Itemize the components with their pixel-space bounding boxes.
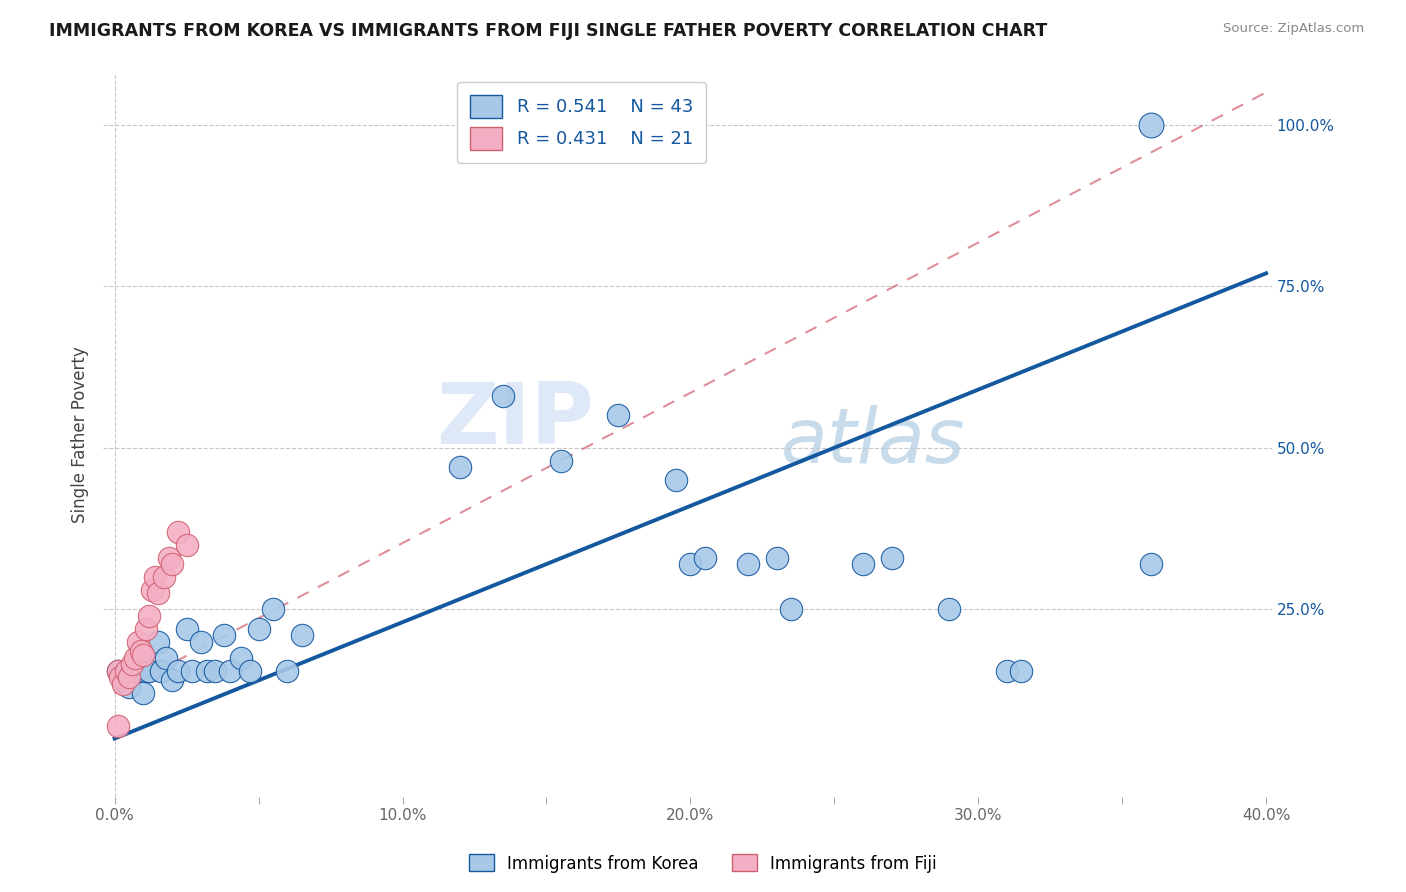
Point	[765, 550, 787, 565]
Point	[693, 550, 716, 565]
Point	[124, 664, 146, 678]
Point	[160, 557, 183, 571]
Point	[146, 634, 169, 648]
Text: atlas: atlas	[780, 405, 966, 479]
Point	[132, 648, 155, 662]
Point	[112, 673, 135, 688]
Point	[780, 602, 803, 616]
Point	[149, 664, 172, 678]
Text: ZIP: ZIP	[436, 379, 593, 462]
Point	[110, 670, 132, 684]
Point	[118, 680, 141, 694]
Point	[107, 664, 129, 678]
Point	[938, 602, 960, 616]
Point	[141, 582, 163, 597]
Point	[1010, 664, 1032, 678]
Point	[115, 664, 138, 678]
Point	[679, 557, 702, 571]
Point	[449, 460, 471, 475]
Point	[146, 586, 169, 600]
Point	[129, 644, 152, 658]
Point	[995, 664, 1018, 678]
Point	[880, 550, 903, 565]
Point	[247, 622, 270, 636]
Point	[107, 664, 129, 678]
Legend: Immigrants from Korea, Immigrants from Fiji: Immigrants from Korea, Immigrants from F…	[463, 847, 943, 880]
Point	[127, 634, 149, 648]
Point	[155, 650, 177, 665]
Point	[1140, 557, 1163, 571]
Legend: R = 0.541    N = 43, R = 0.431    N = 21: R = 0.541 N = 43, R = 0.431 N = 21	[457, 82, 706, 162]
Point	[118, 670, 141, 684]
Point	[492, 389, 515, 403]
Point	[129, 654, 152, 668]
Point	[127, 664, 149, 678]
Point	[276, 664, 298, 678]
Text: IMMIGRANTS FROM KOREA VS IMMIGRANTS FROM FIJI SINGLE FATHER POVERTY CORRELATION : IMMIGRANTS FROM KOREA VS IMMIGRANTS FROM…	[49, 22, 1047, 40]
Point	[152, 570, 174, 584]
Point	[121, 657, 143, 672]
Point	[167, 524, 190, 539]
Point	[124, 650, 146, 665]
Point	[737, 557, 759, 571]
Point	[239, 664, 262, 678]
Point	[112, 676, 135, 690]
Point	[190, 634, 212, 648]
Point	[1140, 118, 1163, 132]
Point	[132, 686, 155, 700]
Point	[176, 538, 198, 552]
Point	[138, 608, 160, 623]
Point	[138, 664, 160, 678]
Point	[176, 622, 198, 636]
Point	[212, 628, 235, 642]
Y-axis label: Single Father Poverty: Single Father Poverty	[72, 346, 89, 524]
Point	[135, 622, 157, 636]
Point	[204, 664, 226, 678]
Point	[157, 550, 180, 565]
Point	[181, 664, 204, 678]
Point	[262, 602, 284, 616]
Text: Source: ZipAtlas.com: Source: ZipAtlas.com	[1223, 22, 1364, 36]
Point	[160, 673, 183, 688]
Point	[665, 473, 688, 487]
Point	[218, 664, 240, 678]
Point	[135, 664, 157, 678]
Point	[852, 557, 875, 571]
Point	[143, 570, 166, 584]
Point	[291, 628, 314, 642]
Point	[231, 650, 253, 665]
Point	[607, 409, 630, 423]
Point	[550, 453, 572, 467]
Point	[107, 718, 129, 732]
Point	[167, 664, 190, 678]
Point	[195, 664, 218, 678]
